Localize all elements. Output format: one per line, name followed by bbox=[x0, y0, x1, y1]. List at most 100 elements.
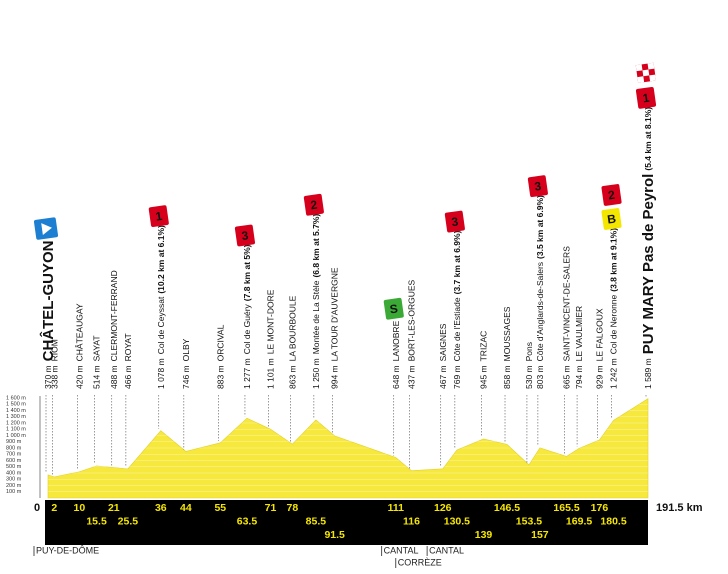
climb-badge-text: 2 bbox=[310, 197, 319, 212]
y-tick-label: 600 m bbox=[6, 458, 22, 464]
sprint-badge: S bbox=[383, 297, 404, 320]
y-tick-label: 500 m bbox=[6, 464, 22, 470]
km-label: 21 bbox=[108, 502, 120, 514]
y-tick-label: 800 m bbox=[6, 445, 22, 451]
km-label: 130.5 bbox=[444, 515, 470, 527]
climb-badge-shape bbox=[234, 224, 256, 247]
place-name: LANOBRE bbox=[391, 320, 401, 361]
climb-detail: (6.8 km at 5.7%) bbox=[311, 214, 321, 278]
km-label: 36 bbox=[155, 502, 167, 514]
waypoint-label: 338 m RIOM bbox=[50, 339, 60, 389]
bonus-badge-shape bbox=[601, 208, 622, 230]
waypoint-label: 648 m LANOBRE bbox=[391, 320, 401, 389]
altitude-label: 514 m bbox=[92, 365, 102, 389]
km-label: 78 bbox=[287, 502, 299, 514]
climb-name: Col de Ceyssat bbox=[156, 296, 166, 354]
bonus-badge: B bbox=[601, 208, 622, 230]
y-tick-label: 1 400 m bbox=[6, 408, 26, 414]
altitude-label: 929 m bbox=[595, 365, 605, 389]
climb-badge-text: 1 bbox=[642, 91, 651, 106]
climb-name: Montée de La Stèle bbox=[311, 280, 321, 354]
waypoint-label: 467 m SAIGNES bbox=[438, 323, 448, 389]
place-name: ROYAT bbox=[123, 333, 133, 361]
waypoint-label: 514 m SAYAT bbox=[92, 335, 102, 389]
waypoint-label: 803 m Côte d'Anglards-de-Salers (3.5 km at… bbox=[535, 195, 545, 389]
climb-badge-shape bbox=[635, 86, 657, 109]
climb-badge-text: 3 bbox=[451, 214, 460, 229]
waypoint-label: 1 250 m Montée de La Stèle (6.8 km at 5.7%… bbox=[311, 214, 321, 389]
altitude-label: 858 m bbox=[502, 365, 512, 389]
climb-detail: (5.4 km at 8.1%) bbox=[643, 107, 653, 171]
waypoint-label: 746 m OLBY bbox=[181, 338, 191, 389]
waypoint-label: 370 m CHÂTEL-GUYON bbox=[39, 241, 57, 389]
place-name: LE FALGOUX bbox=[595, 308, 605, 361]
altitude-label: 1 250 m bbox=[311, 358, 321, 389]
climb-detail: (3.8 km at 9.1%) bbox=[609, 228, 619, 292]
waypoint-label: 437 m BORT-LES-ORGUES bbox=[407, 279, 417, 389]
km-label: 2 bbox=[51, 502, 57, 514]
altitude-label: 1 589 m bbox=[643, 358, 653, 389]
place-name: OLBY bbox=[181, 338, 191, 361]
x-tick-label: 191.5 km bbox=[656, 502, 703, 514]
waypoint-label: 665 m SAINT-VINCENT-DE-SALERS bbox=[562, 246, 572, 389]
waypoint-label: 794 m LE VAULMIER bbox=[574, 306, 584, 389]
altitude-label: 467 m bbox=[438, 365, 448, 389]
y-tick-label: 700 m bbox=[6, 452, 22, 458]
climb-name: Côte de l'Estiade bbox=[452, 297, 462, 361]
climb-badge: 2 bbox=[303, 193, 324, 216]
climb-badge: 1 bbox=[635, 86, 657, 109]
start-icon bbox=[33, 217, 59, 240]
y-tick-label: 1 200 m bbox=[6, 420, 26, 426]
climb-badge-shape bbox=[601, 184, 622, 206]
place-name: MOUSSAGES bbox=[502, 306, 512, 361]
altitude-label: 488 m bbox=[109, 365, 119, 389]
region-label: CANTAL bbox=[429, 545, 464, 555]
climb-badge: 3 bbox=[527, 175, 548, 198]
flag-check bbox=[642, 69, 650, 77]
place-name: CLERMONT-FERRAND bbox=[109, 270, 119, 361]
y-tick-label: 100 m bbox=[6, 489, 22, 495]
km-label: 15.5 bbox=[86, 515, 107, 527]
altitude-label: 883 m bbox=[216, 365, 226, 389]
waypoint-label: 420 m CHÂTEAUGAY bbox=[75, 303, 85, 389]
altitude-label: 338 m bbox=[50, 365, 60, 389]
km-label: 116 bbox=[403, 515, 420, 527]
altitude-label: 1 277 m bbox=[242, 358, 252, 389]
altitude-label: 769 m bbox=[452, 365, 462, 389]
y-tick-label: 1 600 m bbox=[6, 395, 26, 401]
waypoint-label: 530 m Pons bbox=[524, 342, 534, 389]
start-arrow bbox=[41, 223, 52, 236]
place-name: CHÂTEL-GUYON bbox=[39, 241, 57, 362]
waypoint-label: 769 m Côte de l'Estiade (3.7 km at 6.9%) bbox=[452, 230, 462, 389]
altitude-label: 437 m bbox=[407, 365, 417, 389]
climb-badge: 1 bbox=[148, 205, 169, 228]
altitude-label: 648 m bbox=[391, 365, 401, 389]
waypoint-label: 1 101 m LE MONT-DORE bbox=[266, 289, 276, 389]
y-tick-label: 1 300 m bbox=[6, 414, 26, 420]
km-label: 180.5 bbox=[600, 515, 626, 527]
flag-check bbox=[635, 64, 643, 72]
climb-detail: (10.2 km at 6.1%) bbox=[156, 225, 166, 294]
climb-detail: (3.5 km at 6.9%) bbox=[535, 195, 545, 259]
altitude-label: 863 m bbox=[288, 365, 298, 389]
region-label: CORRÈZE bbox=[398, 557, 442, 567]
place-name: LE MONT-DORE bbox=[266, 289, 276, 354]
climb-name: Côte d'Anglards-de-Salers bbox=[535, 262, 545, 361]
x-tick-label: 0 bbox=[34, 502, 40, 514]
altitude-label: 530 m bbox=[524, 365, 534, 389]
km-label: 10 bbox=[73, 502, 85, 514]
km-label: 157 bbox=[531, 529, 549, 541]
y-tick-label: 1 100 m bbox=[6, 427, 26, 433]
waypoint-label: 945 m TRIZAC bbox=[479, 331, 489, 389]
sprint-badge-shape bbox=[383, 297, 404, 320]
place-name: ORCIVAL bbox=[216, 324, 226, 361]
sprint-badge-text: S bbox=[389, 301, 399, 316]
km-strip bbox=[45, 500, 648, 545]
km-label: 63.5 bbox=[237, 515, 258, 527]
km-label: 44 bbox=[180, 502, 192, 514]
flag-check bbox=[637, 76, 645, 84]
climb-badge-text: 2 bbox=[607, 188, 616, 203]
waypoint-label: 1 078 m Col de Ceyssat (10.2 km at 6.1%) bbox=[156, 225, 166, 389]
altitude-label: 794 m bbox=[574, 365, 584, 389]
climb-name: PUY MARY Pas de Peyrol bbox=[640, 174, 657, 355]
